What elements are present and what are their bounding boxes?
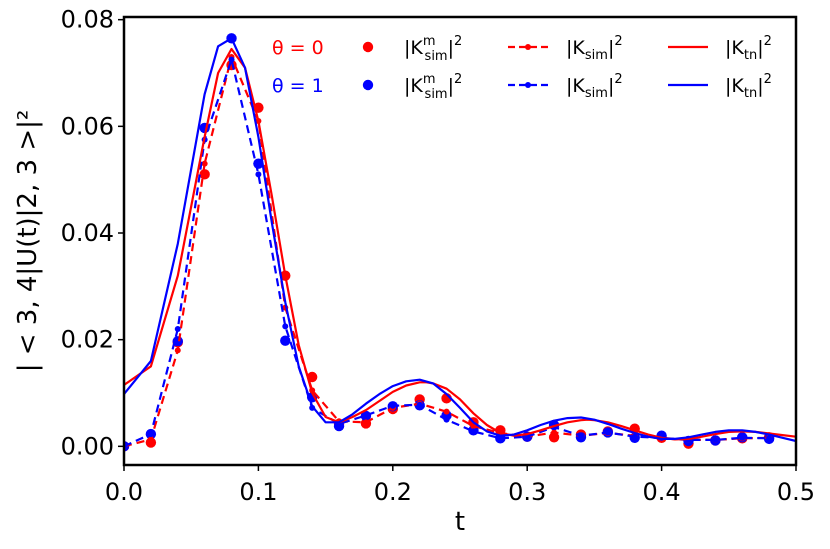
sim-point <box>389 402 396 409</box>
legend: θ = 0 θ = 1 |Km sim|2 |Km sim|2 |Ksim|2 |Ksim|2… <box>272 34 772 102</box>
legend-dashed-marker <box>525 44 531 50</box>
y-tick-label: 0.02 <box>61 326 114 354</box>
legend-marker-handle <box>362 79 374 91</box>
y-tick-label: 0.04 <box>61 219 114 247</box>
y-tick-label: 0.08 <box>61 6 114 34</box>
legend-entry-label: |Ktn|2 <box>725 34 772 63</box>
sim-m-point <box>548 432 560 443</box>
sim-point <box>739 434 746 441</box>
sim-m-point <box>199 169 210 180</box>
sim-m-point <box>280 335 291 346</box>
sim-point <box>470 428 477 435</box>
x-tick-label: 0.0 <box>105 478 143 506</box>
y-tick-label: 0.00 <box>61 432 114 460</box>
y-axis-label: | < 3, 4|U(t)|2, 3 >|² <box>13 110 43 373</box>
sim-point <box>147 431 154 438</box>
sim-point <box>443 416 450 423</box>
sim-point <box>416 401 423 408</box>
sim-point <box>362 412 369 419</box>
sim-point <box>631 433 638 440</box>
sim-point <box>282 323 289 330</box>
sim-point <box>362 419 369 426</box>
sim-point <box>174 347 181 354</box>
sim-point <box>174 326 181 332</box>
sim-point <box>766 435 773 442</box>
sim-point <box>577 432 584 439</box>
legend-entry-label: |Ksim|2 <box>566 34 623 63</box>
sim-point <box>443 408 450 415</box>
x-tick-label: 0.3 <box>508 478 546 506</box>
sim-point <box>604 429 611 436</box>
legend-marker-handle <box>362 41 374 53</box>
y-tick-label: 0.06 <box>61 112 114 140</box>
sim-point <box>147 436 154 443</box>
legend-theta-label: θ = 0 <box>272 37 324 59</box>
sim-point <box>228 56 235 63</box>
legend-entry-label: |Km sim|2 <box>404 72 462 102</box>
plot-series <box>124 33 796 452</box>
legend-theta-label: θ = 1 <box>272 75 324 97</box>
legend-entry-label: |Km sim|2 <box>404 34 462 64</box>
x-tick-label: 0.5 <box>777 478 815 506</box>
axis-ticks: 0.0 0.1 0.2 0.3 0.4 0.5 0.00 0.02 0.04 0.06 0.08 <box>61 6 816 506</box>
legend-entry-label: |Ktn|2 <box>725 72 772 101</box>
sim-point <box>551 429 558 436</box>
legend-dashed-marker <box>525 82 531 88</box>
plot-frame <box>122 15 798 467</box>
x-axis-label: t <box>455 507 465 537</box>
x-tick-label: 0.2 <box>374 478 412 506</box>
legend-entry-label: |Ksim|2 <box>566 72 623 101</box>
x-tick-label: 0.1 <box>239 478 277 506</box>
sim-point <box>497 435 504 442</box>
sim-point <box>255 171 262 178</box>
sim-point <box>712 436 719 443</box>
series-line-tn <box>124 47 796 441</box>
x-tick-label: 0.4 <box>643 478 681 506</box>
series-line-tn <box>124 37 796 443</box>
sim-point <box>201 160 208 167</box>
